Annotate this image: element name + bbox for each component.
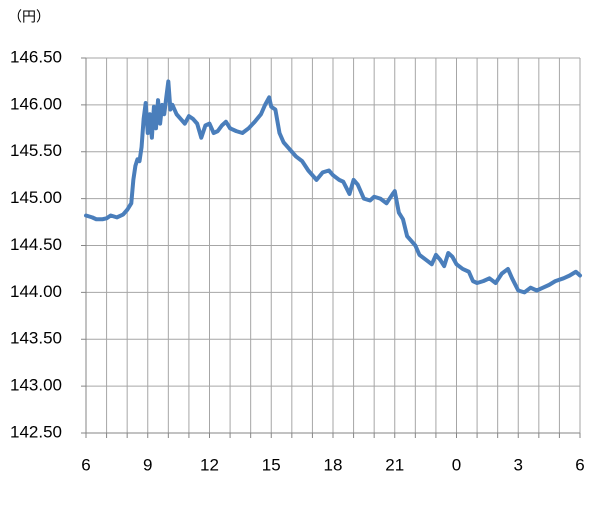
y-tick-label: 146.50 xyxy=(10,47,62,66)
x-tick-label: 9 xyxy=(143,455,152,474)
line-series xyxy=(84,79,582,295)
x-tick-label: 18 xyxy=(324,455,343,474)
y-axis-label: （円） xyxy=(8,9,50,25)
y-tick-label: 145.00 xyxy=(10,188,62,207)
x-tick-label: 15 xyxy=(262,455,281,474)
x-tick-label: 21 xyxy=(385,455,404,474)
y-tick-label: 143.50 xyxy=(10,329,62,348)
x-tick-label: 0 xyxy=(452,455,461,474)
y-tick-label: 143.00 xyxy=(10,376,62,395)
x-tick-label: 12 xyxy=(200,455,219,474)
x-tick-label: 6 xyxy=(81,455,90,474)
y-tick-label: 144.50 xyxy=(10,235,62,254)
y-tick-label: 145.50 xyxy=(10,141,62,160)
x-tick-label: 6 xyxy=(575,455,584,474)
x-tick-label: 3 xyxy=(514,455,523,474)
y-tick-label: 142.50 xyxy=(10,422,62,441)
y-tick-label: 146.00 xyxy=(10,94,62,113)
y-tick-label: 144.00 xyxy=(10,282,62,301)
